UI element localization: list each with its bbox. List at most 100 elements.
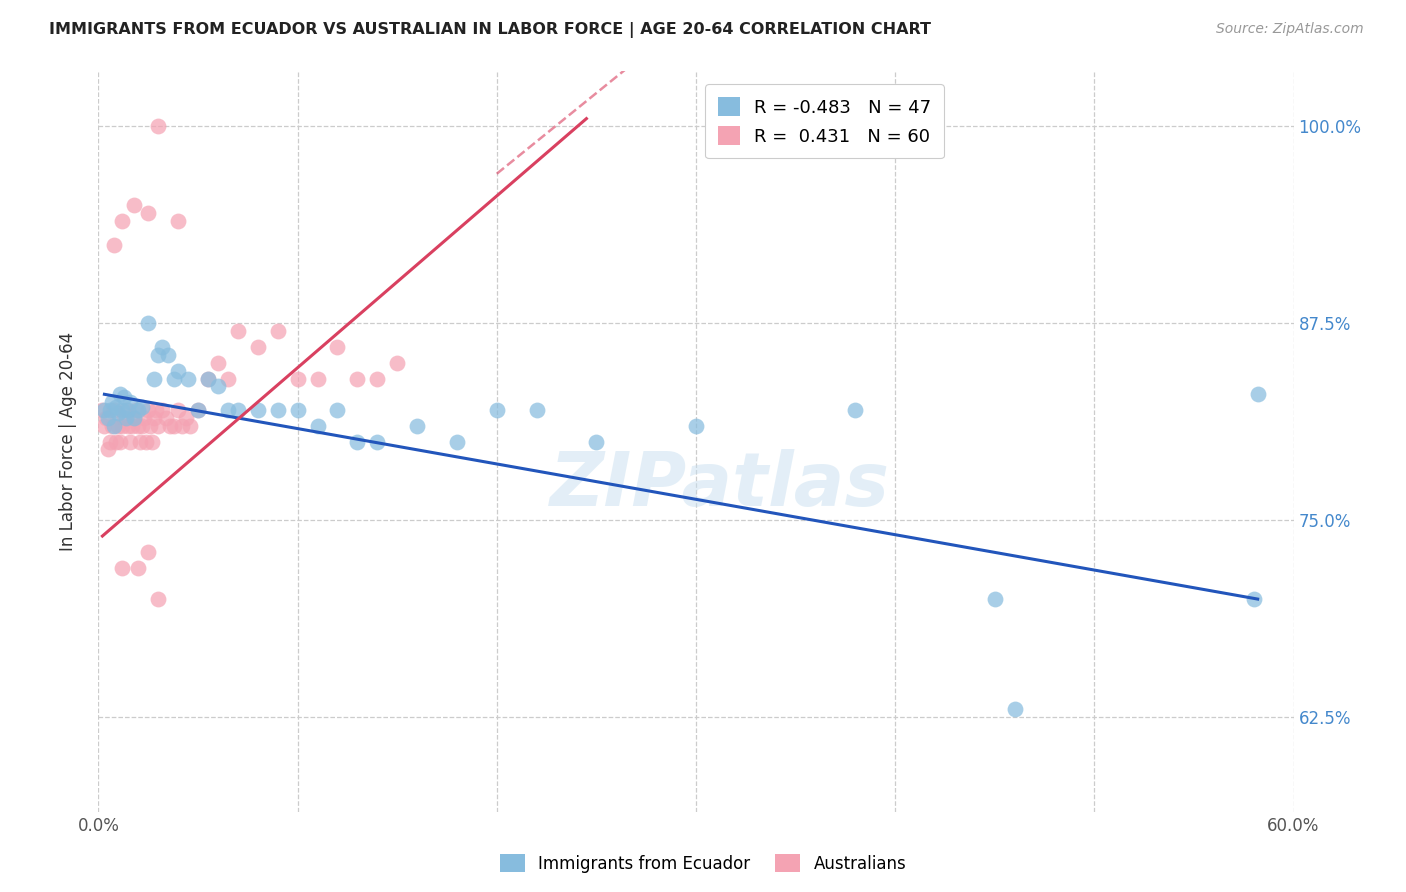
Point	[103, 237, 125, 252]
Point	[105, 434, 128, 449]
Point	[115, 411, 138, 425]
Point	[93, 403, 115, 417]
Point	[346, 371, 368, 385]
Point	[131, 418, 153, 433]
Point	[366, 371, 388, 385]
Point	[103, 418, 125, 433]
Point	[145, 403, 167, 417]
Point	[127, 418, 149, 433]
Point	[107, 418, 129, 433]
Point	[124, 411, 146, 425]
Point	[197, 371, 219, 385]
Point	[267, 403, 290, 417]
Point	[111, 418, 134, 433]
Point	[124, 198, 146, 212]
Point	[217, 371, 239, 385]
Point	[307, 418, 329, 433]
Point	[226, 324, 249, 338]
Point	[101, 418, 124, 433]
Legend: Immigrants from Ecuador, Australians: Immigrants from Ecuador, Australians	[494, 847, 912, 880]
Point	[112, 411, 135, 425]
Point	[97, 442, 120, 457]
Point	[197, 371, 219, 385]
Point	[187, 403, 209, 417]
Point	[148, 348, 170, 362]
Point	[139, 418, 162, 433]
Point	[526, 403, 548, 417]
Point	[167, 364, 190, 378]
Point	[96, 411, 118, 425]
Point	[157, 348, 180, 362]
Point	[136, 206, 159, 220]
Point	[121, 418, 143, 433]
Point	[107, 406, 129, 420]
Point	[246, 340, 269, 354]
Point	[148, 592, 170, 607]
Point	[172, 418, 194, 433]
Legend: R = -0.483   N = 47, R =  0.431   N = 60: R = -0.483 N = 47, R = 0.431 N = 60	[706, 84, 943, 158]
Point	[984, 592, 1007, 607]
Point	[150, 340, 173, 354]
Point	[1243, 592, 1265, 607]
Point	[163, 371, 186, 385]
Point	[148, 120, 170, 134]
Point	[326, 340, 349, 354]
Point	[103, 403, 125, 417]
Point	[110, 387, 132, 401]
Point	[117, 418, 139, 433]
Point	[143, 411, 166, 425]
Point	[111, 560, 134, 574]
Point	[346, 434, 368, 449]
Point	[326, 403, 349, 417]
Point	[117, 403, 139, 417]
Point	[177, 371, 200, 385]
Point	[97, 411, 120, 425]
Point	[93, 418, 115, 433]
Point	[446, 434, 468, 449]
Point	[844, 403, 866, 417]
Y-axis label: In Labor Force | Age 20-64: In Labor Force | Age 20-64	[59, 332, 77, 551]
Point	[105, 400, 128, 414]
Point	[141, 434, 163, 449]
Point	[685, 418, 707, 433]
Point	[124, 411, 146, 425]
Point	[226, 403, 249, 417]
Point	[485, 403, 508, 417]
Point	[120, 434, 142, 449]
Point	[167, 214, 190, 228]
Point	[159, 418, 181, 433]
Point	[385, 356, 409, 370]
Point	[143, 371, 166, 385]
Point	[150, 403, 173, 417]
Text: ZIPatlas: ZIPatlas	[550, 450, 890, 523]
Point	[307, 371, 329, 385]
Point	[120, 395, 142, 409]
Point	[127, 403, 149, 417]
Point	[101, 395, 124, 409]
Point	[287, 403, 309, 417]
Point	[1004, 702, 1026, 716]
Point	[131, 400, 153, 414]
Point	[127, 560, 149, 574]
Point	[111, 214, 134, 228]
Point	[217, 403, 239, 417]
Point	[179, 418, 201, 433]
Text: Source: ZipAtlas.com: Source: ZipAtlas.com	[1216, 22, 1364, 37]
Point	[406, 418, 429, 433]
Point	[1247, 387, 1270, 401]
Point	[111, 403, 134, 417]
Point	[134, 411, 156, 425]
Point	[207, 356, 229, 370]
Point	[148, 418, 170, 433]
Point	[174, 411, 197, 425]
Point	[98, 434, 122, 449]
Point	[98, 403, 122, 417]
Point	[207, 379, 229, 393]
Point	[115, 403, 138, 417]
Point	[585, 434, 607, 449]
Point	[267, 324, 290, 338]
Point	[246, 403, 269, 417]
Point	[112, 391, 135, 405]
Point	[155, 411, 177, 425]
Point	[91, 403, 114, 417]
